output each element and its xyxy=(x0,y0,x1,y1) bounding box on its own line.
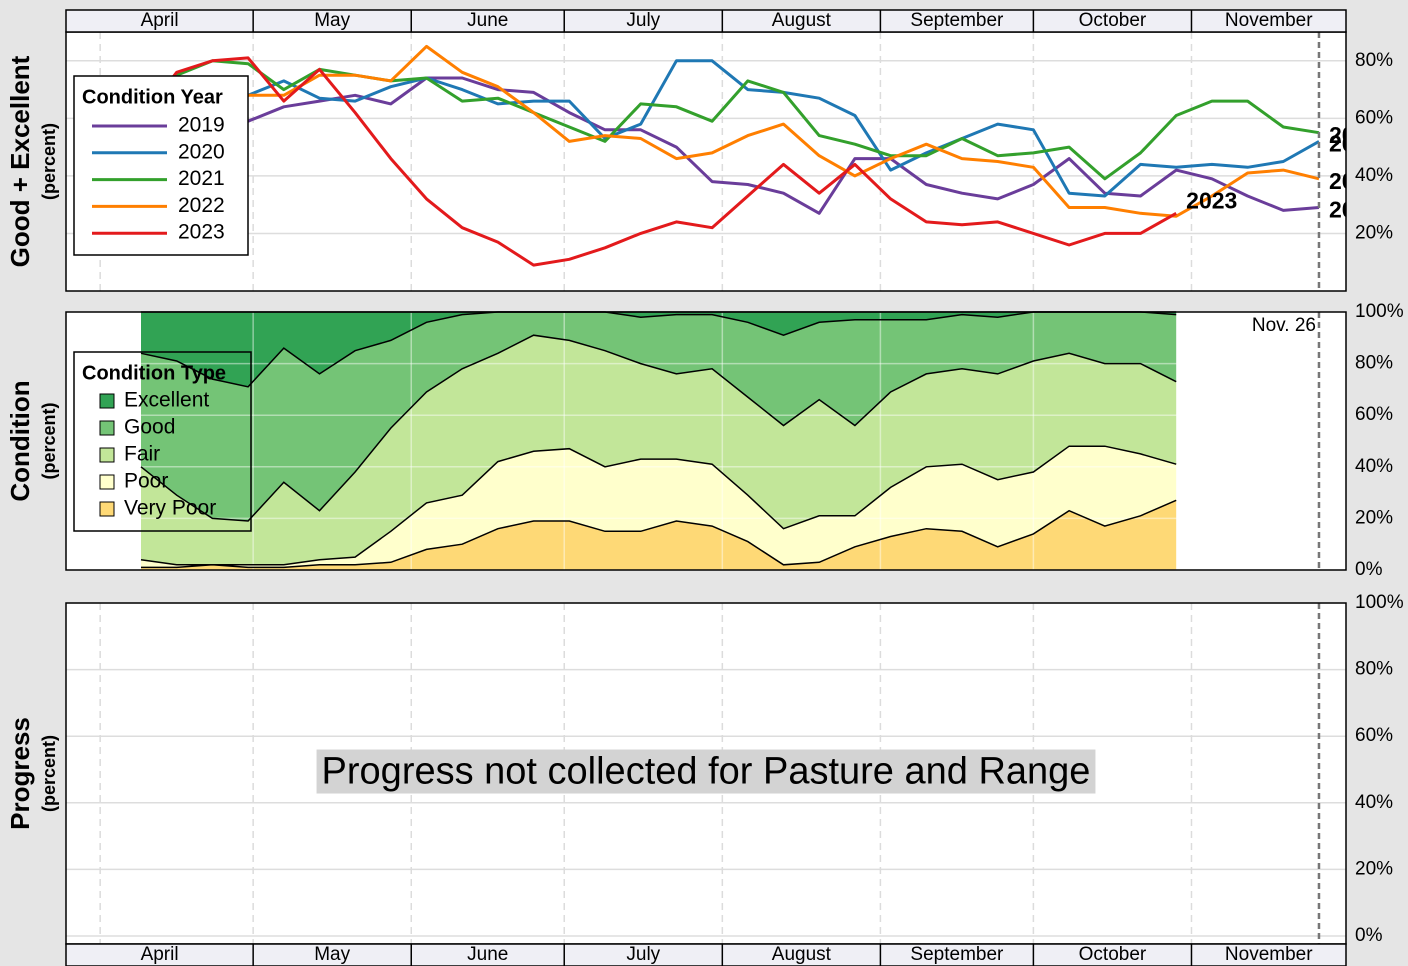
y-tick-label: 40% xyxy=(1355,456,1393,477)
area xyxy=(141,312,1177,521)
x-tick-label: November xyxy=(1225,944,1313,965)
series-line xyxy=(104,59,1320,181)
legend-title: Condition Year xyxy=(82,86,223,108)
series-line xyxy=(103,59,1320,198)
x-tick-label: September xyxy=(910,944,1004,965)
y-tick-label: 20% xyxy=(1355,507,1393,528)
y-tick-label: 100% xyxy=(1355,301,1404,322)
y-tick-label: 60% xyxy=(1355,404,1393,425)
x-tick-label: July xyxy=(626,10,660,31)
area xyxy=(141,312,1177,387)
end-label: 2023 xyxy=(1186,187,1237,213)
x-tick-label: September xyxy=(910,10,1004,31)
x-tick-label: August xyxy=(772,944,832,965)
plot-area xyxy=(66,32,1346,291)
area xyxy=(141,335,1177,565)
end-label: 2022 xyxy=(1329,168,1380,194)
legend-box xyxy=(73,75,249,256)
y-tick-label: 100% xyxy=(1355,592,1404,613)
area xyxy=(141,500,1177,570)
annotation: Progress not collected for Pasture and R… xyxy=(322,751,1091,793)
end-label: 2021 xyxy=(1329,122,1380,148)
legend-label: Very Poor xyxy=(124,497,216,520)
y-axis-subtitle: (percent) xyxy=(39,402,59,479)
legend-title: Condition Type xyxy=(82,362,226,384)
month-strip xyxy=(65,9,1347,33)
end-label: 2019 xyxy=(1329,197,1380,223)
date-marker-label: Nov. 26 xyxy=(1252,315,1316,336)
y-tick-label: 60% xyxy=(1355,725,1393,746)
legend-swatch xyxy=(99,447,115,463)
y-tick-label: 60% xyxy=(1355,107,1393,128)
x-tick-label: July xyxy=(626,944,660,965)
x-tick-label: May xyxy=(314,944,350,965)
x-tick-label: April xyxy=(141,10,179,31)
plot-border xyxy=(65,311,1347,571)
y-tick-label: 20% xyxy=(1355,222,1393,243)
legend-swatch xyxy=(99,474,115,490)
x-tick-label: October xyxy=(1079,944,1147,965)
x-tick-label: October xyxy=(1079,10,1147,31)
x-tick-label: June xyxy=(467,944,508,965)
legend-label: 2020 xyxy=(178,140,225,163)
y-tick-label: 20% xyxy=(1355,858,1393,879)
legend-label: Fair xyxy=(124,443,160,466)
area xyxy=(141,446,1177,568)
y-axis-subtitle: (percent) xyxy=(39,123,59,200)
y-tick-label: 40% xyxy=(1355,165,1393,186)
legend-label: 2019 xyxy=(178,114,225,137)
area-edge xyxy=(140,445,1177,566)
legend-swatch xyxy=(99,393,115,409)
legend-label: 2022 xyxy=(178,194,225,217)
y-tick-label: 0% xyxy=(1355,559,1383,580)
area-edge xyxy=(140,334,1177,522)
series-line xyxy=(139,56,1177,267)
legend-label: 2021 xyxy=(178,167,225,190)
legend-label: Excellent xyxy=(124,389,209,412)
area-edge xyxy=(140,311,1177,388)
y-axis-title: Condition xyxy=(5,380,35,501)
x-tick-label: May xyxy=(314,10,350,31)
legend-box xyxy=(73,351,252,532)
x-tick-label: August xyxy=(772,10,832,31)
legend-swatch xyxy=(99,501,115,517)
y-tick-label: 80% xyxy=(1355,353,1393,374)
legend-label: Poor xyxy=(124,470,168,493)
y-tick-label: 40% xyxy=(1355,792,1393,813)
legend-label: 2023 xyxy=(178,221,225,244)
x-tick-label: June xyxy=(467,10,508,31)
y-axis-subtitle: (percent) xyxy=(39,735,59,812)
y-axis-title: Good + Excellent xyxy=(5,55,35,267)
x-tick-label: November xyxy=(1225,10,1313,31)
y-tick-label: 80% xyxy=(1355,50,1393,71)
end-label: 2020 xyxy=(1329,130,1380,156)
y-tick-label: 0% xyxy=(1355,925,1383,946)
annotation-background xyxy=(316,749,1096,794)
month-strip xyxy=(65,943,1347,966)
y-axis-title: Progress xyxy=(5,717,35,830)
x-tick-label: April xyxy=(141,944,179,965)
legend-swatch xyxy=(99,420,115,436)
area-edge xyxy=(141,499,1177,569)
legend-label: Good xyxy=(124,416,175,439)
y-tick-label: 80% xyxy=(1355,659,1393,680)
